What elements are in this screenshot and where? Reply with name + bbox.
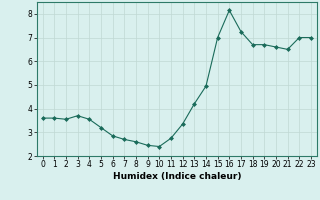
X-axis label: Humidex (Indice chaleur): Humidex (Indice chaleur)	[113, 172, 241, 181]
